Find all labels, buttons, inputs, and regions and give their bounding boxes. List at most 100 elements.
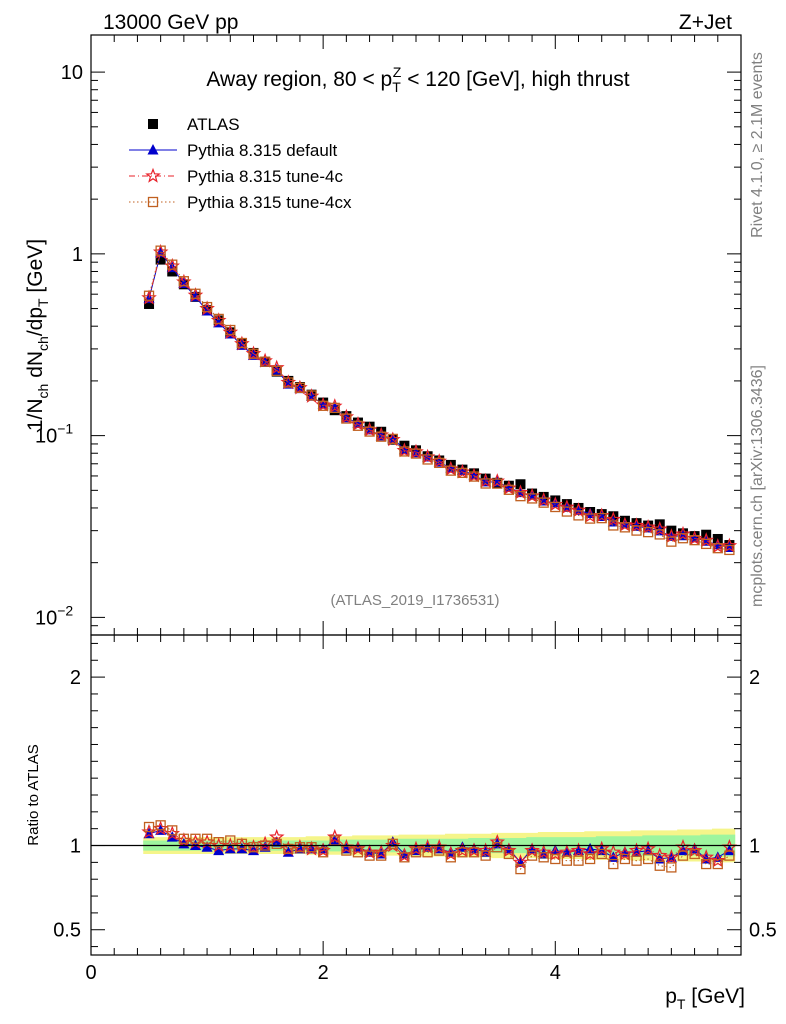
header-energy: 13000 GeV pp [103,11,238,34]
ratio-y-axis-label: Ratio to ATLAS [25,744,42,845]
y-tick-label: 10 [61,62,83,84]
series-point-ratio [709,852,726,868]
series-point-main [619,522,631,533]
series-point-ratio [376,850,387,861]
series-point-ratio [631,855,642,866]
series-point-ratio [350,840,366,856]
series-point-main [512,484,529,500]
analysis-watermark: (ATLAS_2019_I1736531) [330,592,499,609]
header-process: Z+Jet [679,11,732,34]
series-point-ratio [236,838,248,849]
series-point-ratio [559,844,575,859]
series-point-ratio [468,847,480,858]
series-point-main [306,390,317,401]
series-point-ratio [686,842,703,858]
series-point-main [724,544,735,556]
series-point-ratio [167,825,178,836]
series-point-ratio [689,848,700,860]
title-sub: T [392,79,401,95]
series-point-main [190,288,201,299]
series-point-main [654,529,665,540]
series-point-ratio [364,850,375,861]
series-point-ratio [619,853,631,865]
series-point-ratio [628,842,645,858]
series-point-ratio [570,842,587,858]
legend-label: Pythia 8.315 tune-4c [187,167,343,186]
series-point-main [559,499,575,514]
series-point-main [399,446,410,457]
series-point-main [178,276,190,287]
legend-marker [145,167,161,183]
series-point-ratio [596,848,607,860]
x-tick-label: 0 [85,962,96,984]
series-point-ratio [143,821,155,833]
series-point-main [167,259,178,270]
series-point-main [213,313,224,325]
y-tick-label: 10−1 [35,421,73,448]
ratio-plot-frame [90,634,742,956]
ratio-y-tick-label-right: 2 [749,667,760,689]
legend-label: Pythia 8.315 tune-4cx [187,193,352,212]
series-point-ratio [294,842,306,853]
series-point-ratio [654,860,665,871]
series-point-main [570,502,587,517]
series-point-main [689,535,700,546]
series-point-ratio [724,850,735,861]
series-point-main [721,537,738,553]
series-point-main [550,501,561,513]
series-point-main [457,467,468,479]
series-point-ratio [442,845,459,861]
series-point-ratio [283,843,294,855]
series-point-ratio [642,853,654,865]
rivet-label: Rivet 4.1.0, ≥ 2.1M events [749,52,766,238]
series-point-main [294,382,306,394]
y-tick-label: 1 [72,244,83,266]
series-point-main [236,337,248,349]
series-point-main [480,478,491,489]
series-point-ratio [501,842,517,858]
series-point-ratio [605,844,622,859]
series-point-ratio [387,836,399,847]
series-point-ratio [477,842,494,858]
x-axis-label: pT [GeV] [665,985,745,1012]
series-point-main [561,506,573,517]
ratio-y-tick-label-left: 0.5 [53,920,81,942]
series-point-main [666,536,677,547]
series-point-main [631,525,642,536]
series-point-ratio [666,862,677,873]
series-point-ratio [410,847,422,858]
series-point-ratio [651,847,668,863]
series-point-main [675,525,691,541]
series-point-ratio [457,847,468,858]
series-point-main [573,510,584,521]
mcplots-label: mcplots.cern.ch [arXiv:1306.3436] [749,365,766,607]
series-point-ratio [445,852,456,863]
plot-title: Away region, 80 < pTZ < 120 [GeV], high … [206,64,629,95]
series-point-ratio [677,850,689,861]
series-point-ratio [306,842,317,853]
series-point-main [492,478,503,489]
series-point-main [143,290,155,301]
series-point-main [526,493,538,504]
series-point-main [640,518,656,534]
series-point-ratio [317,847,329,858]
title-sup: Z [393,64,402,80]
series-point-ratio [515,863,526,875]
series-point-main [341,413,352,424]
legend-label: Pythia 8.315 default [187,141,338,160]
series-point-main [155,245,166,256]
series-point-ratio [271,838,282,849]
series-point-main [651,521,668,536]
series-point-ratio [593,840,610,856]
series-point-ratio [582,845,598,861]
series-point-ratio [326,828,343,844]
series-point-main [387,433,398,445]
series-point-ratio [213,837,224,848]
series-point-ratio [213,844,225,856]
series-point-ratio [456,841,468,852]
series-point-main [712,543,723,554]
series-point-main [584,507,596,519]
atlas-point [144,298,155,309]
series-point-ratio [248,842,259,853]
series-point-main [422,454,433,465]
